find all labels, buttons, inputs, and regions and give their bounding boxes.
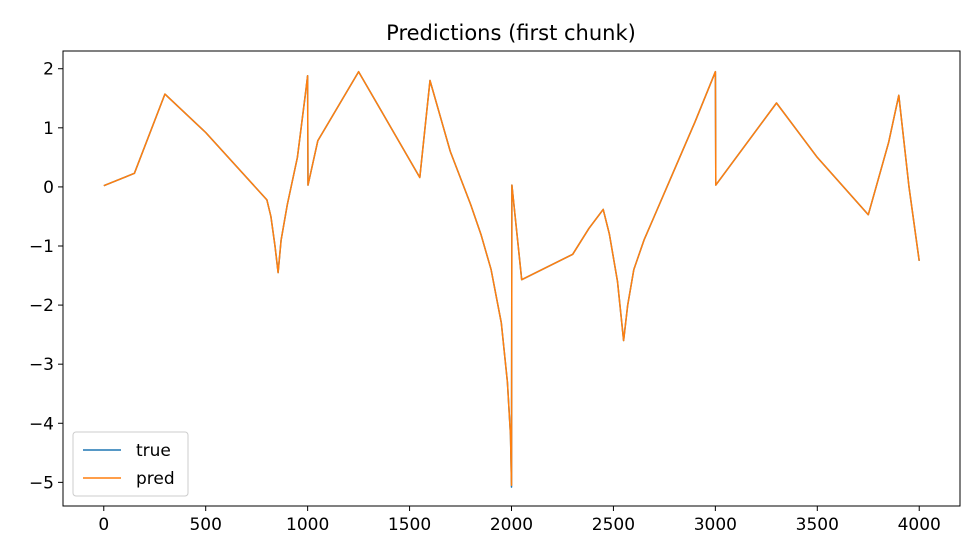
x-tick-label: 3500 bbox=[796, 515, 839, 535]
x-tick-label: 0 bbox=[98, 515, 109, 535]
y-tick-label: −4 bbox=[29, 414, 54, 434]
y-axis: 2 1 0 −1 −2 −3 −4 −5 bbox=[29, 60, 63, 493]
x-tick-label: 2000 bbox=[490, 515, 533, 535]
y-tick-label: −1 bbox=[29, 237, 54, 257]
y-tick-label: 2 bbox=[43, 60, 54, 80]
y-tick-label: 0 bbox=[43, 178, 54, 198]
y-tick-label: −3 bbox=[29, 355, 54, 375]
y-tick-label: −2 bbox=[29, 296, 54, 316]
y-tick-label: 1 bbox=[43, 119, 54, 139]
legend-box bbox=[72, 431, 189, 497]
series-line-pred bbox=[103, 70, 920, 487]
series-layer bbox=[103, 70, 920, 488]
x-axis: 0 500 1000 1500 2000 2500 3000 3500 4000 bbox=[98, 506, 941, 535]
y-tick-label: −5 bbox=[29, 473, 54, 493]
x-tick-label: 2500 bbox=[592, 515, 635, 535]
legend-label-true: true bbox=[136, 441, 171, 461]
chart-title: Predictions (first chunk) bbox=[386, 21, 636, 45]
x-tick-label: 3000 bbox=[694, 515, 737, 535]
legend-label-pred: pred bbox=[136, 469, 175, 489]
x-tick-label: 1000 bbox=[286, 515, 329, 535]
legend: true pred bbox=[72, 431, 189, 497]
x-tick-label: 500 bbox=[189, 515, 221, 535]
x-tick-label: 4000 bbox=[898, 515, 941, 535]
x-tick-label: 1500 bbox=[388, 515, 431, 535]
